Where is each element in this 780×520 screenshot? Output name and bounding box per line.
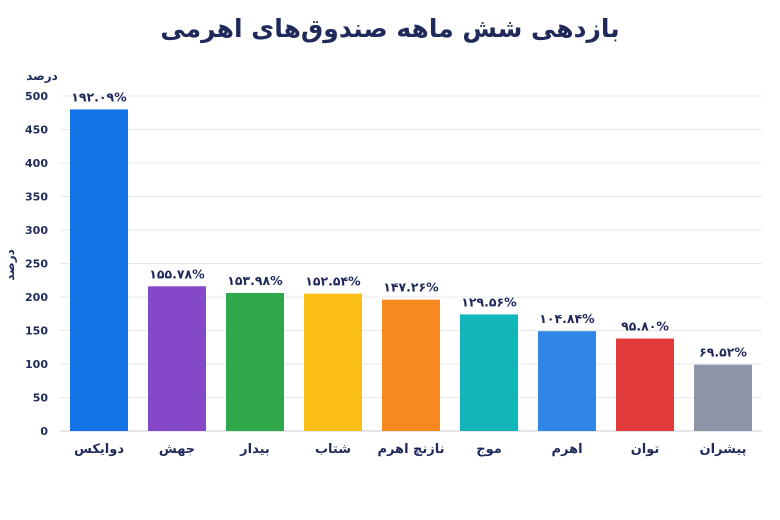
bar — [70, 109, 128, 432]
x-tick-label: دوایکس — [74, 442, 124, 457]
y-tick-label: 200 — [25, 291, 48, 304]
y-tick-label: 400 — [25, 157, 48, 170]
bar — [460, 314, 518, 431]
y-tick-label: 300 — [25, 224, 48, 237]
data-label: ۹۵.۸۰% — [621, 319, 669, 334]
y-tick-label: 100 — [25, 358, 48, 371]
bar — [148, 286, 206, 431]
bar — [616, 338, 674, 431]
y-tick-label: 50 — [33, 392, 49, 405]
chart-title: بازدهی شش ماهه صندوق‌های اهرمی — [160, 14, 620, 43]
bar — [226, 292, 284, 431]
data-label: ۱۰۴.۸۴% — [539, 311, 595, 326]
bar — [304, 293, 362, 431]
data-label: ۱۲۹.۵۶% — [461, 294, 517, 309]
x-tick-label: بیدار — [239, 442, 270, 457]
data-label: ۱۵۳.۹۸% — [227, 273, 283, 288]
y-tick-label: 500 — [25, 90, 48, 103]
x-tick-label: جهش — [159, 442, 195, 457]
y-tick-label: 0 — [40, 425, 48, 438]
x-tick-label: اهرم — [551, 442, 582, 457]
y-axis-title: درصد — [3, 249, 17, 281]
bar — [382, 299, 440, 431]
y-tick-label: 450 — [25, 124, 48, 137]
x-tick-label: پیشران — [699, 442, 746, 457]
data-label: ۱۹۲.۰۹% — [71, 89, 127, 104]
data-label: ۶۹.۵۲% — [699, 345, 747, 360]
y-tick-label: 350 — [25, 191, 48, 204]
x-tick-label: شتاب — [315, 442, 351, 457]
bar — [694, 364, 752, 431]
x-tick-label: نازنچ اهرم — [377, 442, 444, 457]
y-axis-unit: درصد — [26, 69, 58, 83]
x-tick-label: موج — [476, 442, 502, 457]
x-tick-label: توان — [631, 442, 660, 457]
data-label: ۱۴۷.۲۶% — [383, 280, 439, 295]
data-label: ۱۵۵.۷۸% — [149, 266, 205, 281]
data-label: ۱۵۲.۵۴% — [305, 274, 361, 289]
y-tick-label: 250 — [25, 258, 48, 271]
bar — [538, 331, 596, 431]
y-tick-label: 150 — [25, 325, 48, 338]
